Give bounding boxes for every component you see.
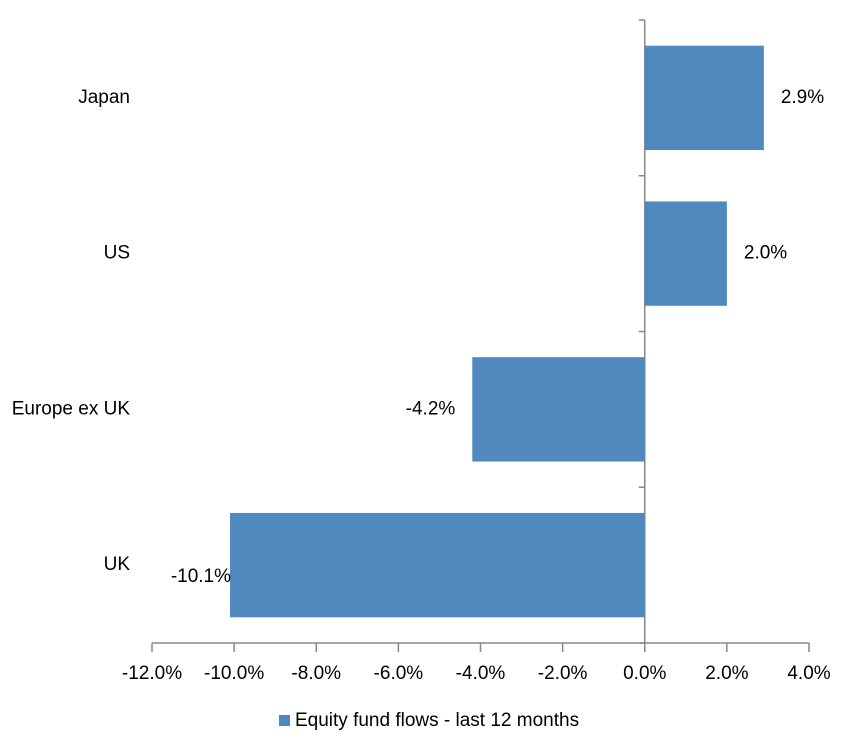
legend-swatch bbox=[279, 715, 290, 726]
x-tick-label: -2.0% bbox=[538, 663, 588, 684]
x-tick-label: -6.0% bbox=[374, 663, 424, 684]
y-tick-label: UK bbox=[104, 554, 131, 575]
bar bbox=[644, 45, 764, 151]
bar bbox=[472, 357, 645, 462]
y-tick-label: Europe ex UK bbox=[12, 398, 131, 419]
x-tick-label: 4.0% bbox=[787, 663, 830, 684]
x-tick-label: -10.0% bbox=[204, 663, 264, 684]
value-label: 2.9% bbox=[781, 87, 824, 108]
x-tick-label: -8.0% bbox=[291, 663, 341, 684]
bar bbox=[644, 201, 727, 306]
value-label: 2.0% bbox=[744, 243, 787, 264]
y-tick-label: US bbox=[104, 243, 130, 264]
bar bbox=[230, 512, 645, 618]
y-tick-label: Japan bbox=[78, 87, 130, 108]
value-label: -4.2% bbox=[406, 398, 456, 419]
value-label: -10.1% bbox=[171, 566, 231, 587]
x-tick-label: 0.0% bbox=[623, 663, 666, 684]
x-tick-label: 2.0% bbox=[705, 663, 748, 684]
x-tick-label: -12.0% bbox=[122, 663, 182, 684]
legend-label: Equity fund flows - last 12 months bbox=[295, 710, 579, 731]
x-tick-label: -4.0% bbox=[456, 663, 506, 684]
